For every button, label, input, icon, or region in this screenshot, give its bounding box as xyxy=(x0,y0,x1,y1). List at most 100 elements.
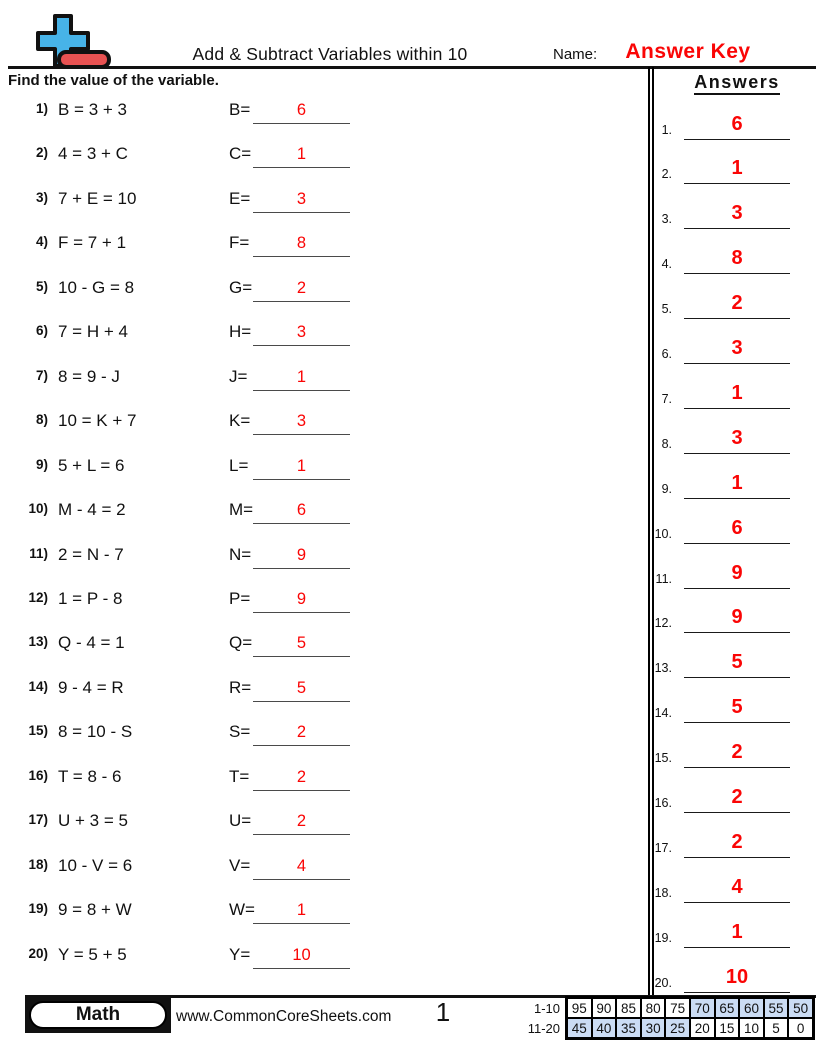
answer-var-label: Y= xyxy=(229,944,251,964)
answers-panel-row: 8. 3 xyxy=(640,427,810,457)
problem-equation: B = 3 + 3 xyxy=(58,100,127,119)
score-row-label-11-20: 11-20 xyxy=(527,1021,560,1036)
problem-equation: 10 = K + 7 xyxy=(58,411,137,431)
answer-key-text: Answer Key xyxy=(625,40,751,63)
answer-blank-line xyxy=(253,256,350,258)
answer-item-number: 14. xyxy=(654,706,672,721)
answer-blank-line xyxy=(253,211,350,213)
answer-item-value: 1 xyxy=(731,381,743,404)
problem-row: 18) 10 - V = 6 V= 4 xyxy=(0,853,648,897)
answers-panel-row: 14. 5 xyxy=(640,696,810,726)
problem-row: 9) 5 + L = 6 L= 1 xyxy=(0,453,648,497)
answer-item-number: 15. xyxy=(654,751,672,766)
answer-var-label: J= xyxy=(229,366,248,386)
problem-equation: 8 = 10 - S xyxy=(58,722,133,742)
score-cell: 55 xyxy=(763,998,789,1018)
answer-item-value: 3 xyxy=(731,337,743,359)
answer-value: 1 xyxy=(296,145,307,164)
score-cell: 35 xyxy=(616,1018,641,1038)
problem-row: 16) T = 8 - 6 T= 2 xyxy=(0,764,648,808)
answer-item-number: 6. xyxy=(661,347,672,361)
answers-panel-row: 9. 1 xyxy=(640,472,810,502)
footer-divider-line xyxy=(25,995,816,998)
problem-number: 14) xyxy=(28,678,48,694)
answer-item-line xyxy=(684,856,790,858)
answer-var-label: B= xyxy=(229,100,251,119)
answer-value: 6 xyxy=(296,501,307,520)
answer-blank-line xyxy=(253,389,350,391)
answer-item-line xyxy=(684,946,790,948)
answer-item-line xyxy=(684,677,790,679)
answers-panel-row: 4. 8 xyxy=(640,247,810,277)
answer-value: 10 xyxy=(292,945,311,964)
answer-item-value: 2 xyxy=(731,292,743,315)
answers-panel-row: 3. 3 xyxy=(640,202,810,232)
answer-var-label: S= xyxy=(229,722,251,742)
problem-number: 8) xyxy=(35,412,48,428)
score-row-label-1-10: 1-10 xyxy=(533,1001,560,1016)
problem-number: 7) xyxy=(35,367,48,383)
score-cell: 25 xyxy=(665,1018,690,1038)
answer-blank-line xyxy=(253,167,350,169)
answer-value: 9 xyxy=(296,589,307,608)
answer-item-line xyxy=(684,452,790,454)
worksheet-title: Add & Subtract Variables within 10 xyxy=(192,44,468,64)
answer-item-value: 6 xyxy=(731,516,743,539)
answer-item-number: 1. xyxy=(661,122,672,137)
problem-equation: 7 = H + 4 xyxy=(58,322,128,342)
score-cell: 60 xyxy=(739,998,764,1018)
answers-panel-row: 6. 3 xyxy=(640,337,810,367)
answer-item-number: 16. xyxy=(654,796,672,810)
problem-equation: T = 8 - 6 xyxy=(58,766,122,786)
answer-blank-line xyxy=(253,878,350,880)
answer-item-number: 10. xyxy=(654,526,672,541)
answer-item-line xyxy=(684,497,790,499)
problem-row: 10) M - 4 = 2 M= 6 xyxy=(0,497,648,541)
answer-blank-line xyxy=(253,834,350,836)
problem-number: 19) xyxy=(28,901,48,917)
problem-equation: F = 7 + 1 xyxy=(58,233,127,253)
problem-equation: 9 - 4 = R xyxy=(58,677,124,697)
problem-number: 11) xyxy=(29,545,48,561)
answer-item-value: 3 xyxy=(731,426,743,449)
answer-var-label: E= xyxy=(229,188,251,208)
problem-row: 20) Y = 5 + 5 Y= 10 xyxy=(0,942,648,986)
answer-var-label: R= xyxy=(229,677,252,697)
problem-row: 11) 2 = N - 7 N= 9 xyxy=(0,542,648,586)
answers-panel-row: 12. 9 xyxy=(640,606,810,636)
answer-item-number: 5. xyxy=(661,302,672,317)
answer-blank-line xyxy=(253,434,350,436)
score-cell: 80 xyxy=(640,998,666,1018)
score-cell: 0 xyxy=(788,1018,813,1038)
answer-blank-line xyxy=(253,745,350,747)
problem-equation: 4 = 3 + C xyxy=(58,144,128,164)
problem-equation: 1 = P - 8 xyxy=(58,588,123,608)
answer-value: 9 xyxy=(296,545,307,564)
problem-row: 2) 4 = 3 + C C= 1 xyxy=(0,141,648,185)
problem-number: 12) xyxy=(28,589,48,605)
answer-item-number: 8. xyxy=(661,436,672,451)
answer-item-line xyxy=(684,767,790,769)
answer-item-value: 2 xyxy=(731,786,743,808)
answer-blank-line xyxy=(253,567,350,569)
score-table: 95 90 85 80 75 70 65 60 55 50 45 40 35 30 25 20 15 10 5 0 xyxy=(565,996,815,1040)
answer-var-label: V= xyxy=(229,855,251,875)
answer-blank-line xyxy=(253,700,350,702)
subject-badge-label: Math xyxy=(29,1001,167,1029)
score-cell: 15 xyxy=(714,1018,740,1038)
answer-value: 3 xyxy=(296,412,307,431)
score-cell: 50 xyxy=(788,998,813,1018)
problem-number: 16) xyxy=(28,767,48,783)
score-cell: 40 xyxy=(591,1018,617,1038)
answer-value: 4 xyxy=(296,856,307,875)
answer-blank-line xyxy=(253,789,350,791)
problem-equation: Q - 4 = 1 xyxy=(58,633,125,653)
answers-panel-row: 10. 6 xyxy=(640,517,810,547)
problem-row: 1) B = 3 + 3 B= 6 xyxy=(0,97,648,141)
score-cell: 95 xyxy=(567,998,592,1018)
answer-item-line xyxy=(684,722,790,724)
answer-value: 5 xyxy=(296,678,307,697)
problem-equation: 8 = 9 - J xyxy=(58,366,120,386)
answer-value: 3 xyxy=(296,323,307,342)
problem-row: 14) 9 - 4 = R R= 5 xyxy=(0,675,648,719)
